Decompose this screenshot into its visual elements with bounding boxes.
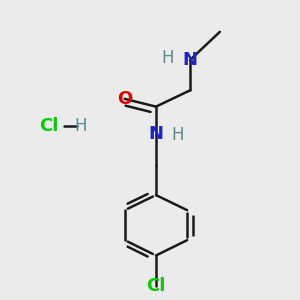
Text: O: O — [117, 90, 132, 108]
Text: Cl: Cl — [39, 117, 58, 135]
Text: N: N — [183, 51, 198, 69]
Text: Cl: Cl — [146, 278, 166, 296]
Text: N: N — [148, 125, 164, 143]
Text: H: H — [74, 117, 86, 135]
Text: H: H — [162, 49, 174, 67]
Text: H: H — [171, 126, 184, 144]
